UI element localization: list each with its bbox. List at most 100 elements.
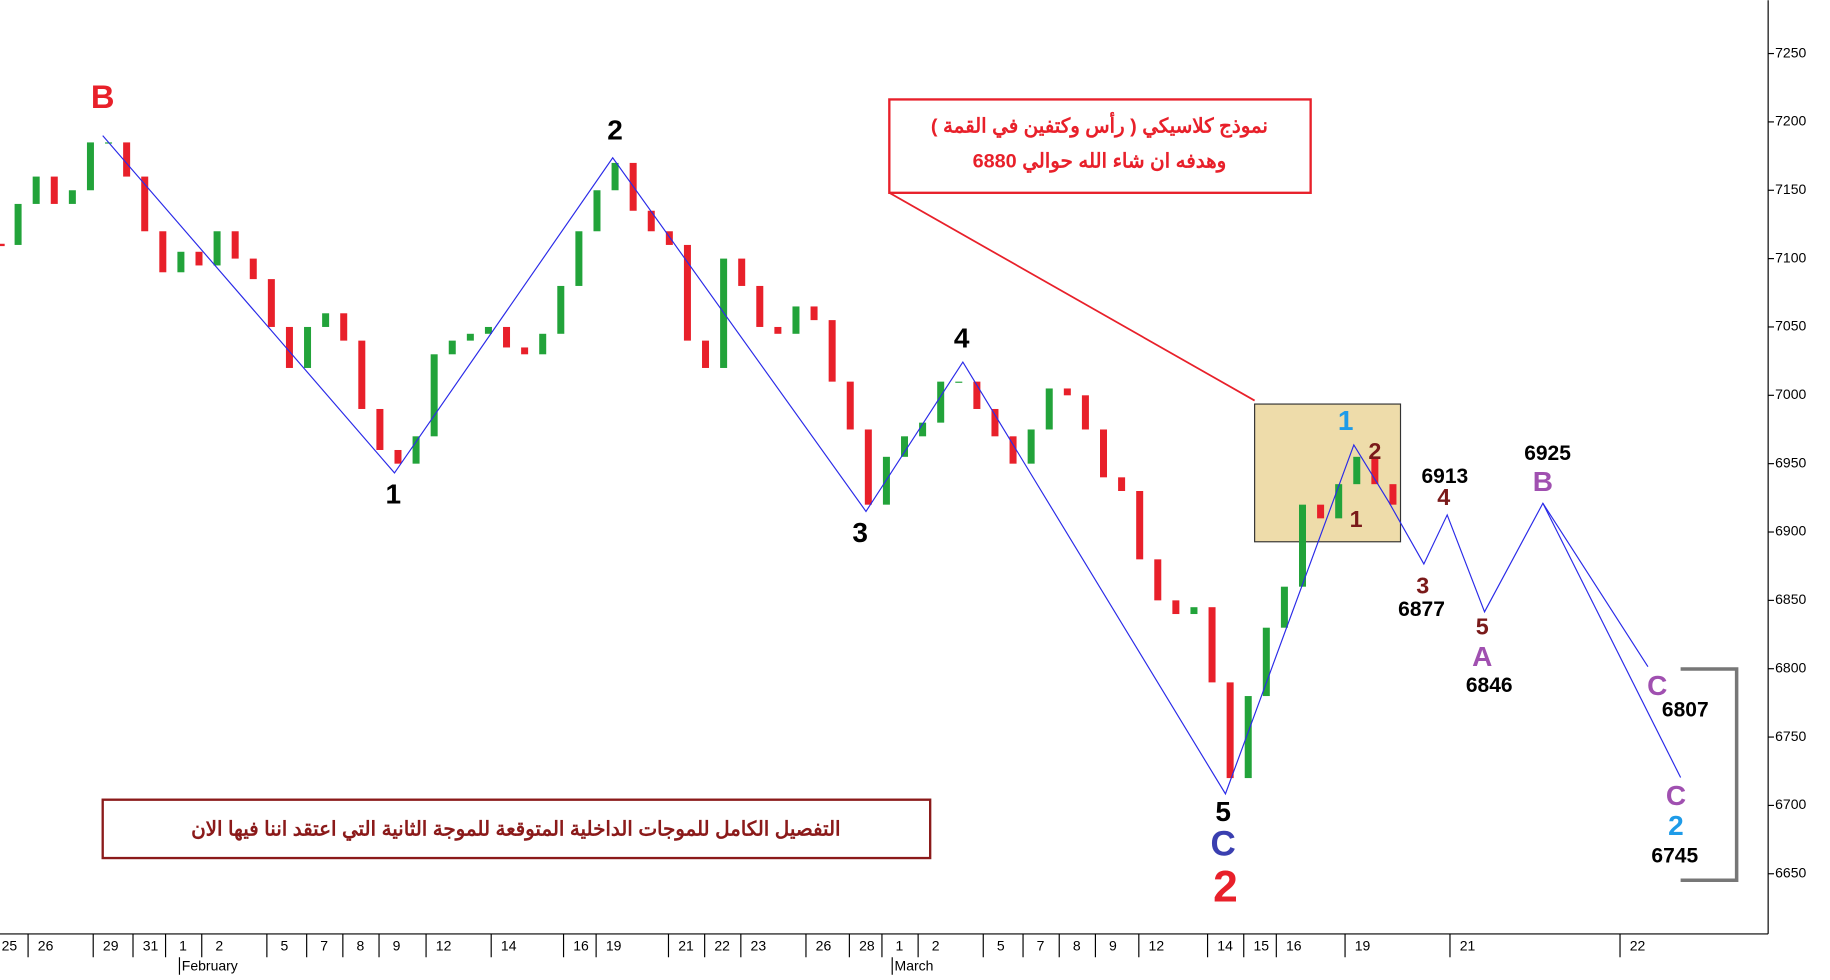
wave-label: 2: [607, 115, 623, 146]
wave-label: 3: [1416, 572, 1429, 598]
wave-line: [102, 135, 1649, 796]
x-tick-label: 2: [932, 937, 940, 953]
y-tick-label: 7100: [1775, 249, 1806, 265]
x-tick-label: 8: [356, 937, 364, 953]
wave-label: 6925: [1524, 442, 1571, 465]
x-tick-label: 14: [1217, 937, 1233, 953]
candle: [1389, 484, 1397, 505]
x-tick-label: 25: [2, 937, 18, 953]
candle: [304, 326, 312, 368]
wave-label: 1: [1350, 506, 1363, 532]
x-tick-label: 21: [1460, 937, 1476, 953]
x-tick-label: 2: [215, 937, 223, 953]
x-tick-label: 22: [1630, 937, 1646, 953]
x-tick-label: 5: [280, 937, 288, 953]
x-tick-label: 9: [393, 937, 401, 953]
x-tick-label: 21: [678, 937, 694, 953]
x-tick-label: 14: [501, 937, 517, 953]
x-tick-label: 23: [751, 937, 767, 953]
candle: [810, 306, 818, 321]
candle: [1136, 490, 1144, 560]
y-tick-label: 6950: [1775, 454, 1806, 470]
x-tick-label: 16: [1286, 937, 1302, 953]
candle: [86, 142, 94, 191]
wave-label: B: [1533, 466, 1553, 497]
candle: [1154, 559, 1162, 601]
candle: [665, 231, 673, 245]
candle: [557, 285, 565, 334]
candle: [213, 231, 221, 266]
note-line: نموذج كلاسيكي ( رأس وكتفين في القمة ): [931, 112, 1268, 139]
candle: [1063, 388, 1071, 396]
x-tick-label: 12: [436, 937, 452, 953]
candle: [14, 203, 22, 245]
candle: [1118, 477, 1126, 491]
candle: [738, 258, 746, 286]
candle: [1226, 682, 1234, 779]
candle: [846, 381, 854, 430]
x-tick-label: 22: [714, 937, 730, 953]
candle: [358, 340, 366, 409]
y-tick-label: 6700: [1775, 796, 1806, 812]
y-tick-label: 7200: [1775, 113, 1806, 129]
candle: [448, 340, 456, 355]
candle: [919, 422, 927, 437]
wave-label: 6913: [1422, 465, 1469, 488]
candle: [231, 231, 239, 259]
candle: [702, 340, 710, 368]
candle: [1298, 504, 1307, 587]
candle: [340, 313, 348, 341]
candle: [575, 231, 583, 286]
candle: [1244, 696, 1252, 779]
candle: [1027, 429, 1035, 464]
x-tick-label: 19: [1355, 937, 1371, 953]
candle: [756, 285, 764, 327]
bracket: [1680, 667, 1739, 882]
candle: [376, 408, 384, 450]
candle: [593, 190, 601, 232]
y-tick-label: 6850: [1775, 591, 1806, 607]
candle: [1100, 429, 1108, 478]
candle: [955, 381, 963, 383]
candle: [68, 190, 76, 204]
candle: [1335, 484, 1343, 519]
y-tick-label: 6900: [1775, 523, 1806, 539]
y-tick-label: 7050: [1775, 318, 1806, 334]
wave-label: 2: [1213, 862, 1238, 911]
candle: [774, 326, 782, 334]
candle: [285, 326, 293, 368]
candle: [32, 176, 40, 204]
y-tick-label: 7150: [1775, 181, 1806, 197]
candle: [466, 333, 474, 341]
candle: [430, 354, 438, 437]
candle: [267, 279, 275, 327]
bottom-note-box: [101, 798, 932, 860]
x-tick-label: 7: [1037, 937, 1045, 953]
candle: [828, 320, 836, 382]
candle: [1317, 504, 1325, 519]
wave-label: 3: [852, 517, 868, 548]
wave-label: 2: [1668, 810, 1684, 841]
x-tick-label: 8: [1073, 937, 1081, 953]
x-tick-label: 12: [1149, 937, 1165, 953]
wave-label: 6807: [1662, 699, 1709, 722]
candle: [683, 244, 691, 341]
candle: [177, 251, 185, 273]
candle: [412, 436, 420, 464]
candle: [1371, 456, 1379, 485]
candle: [521, 347, 529, 355]
wave-label: C: [1666, 780, 1686, 811]
candle: [647, 210, 655, 232]
x-tick-label: 26: [38, 937, 54, 953]
note-line: وهدفه ان شاء الله حوالي 6880: [973, 151, 1227, 174]
x-tick-label: 19: [606, 937, 622, 953]
x-tick-label: 16: [573, 937, 589, 953]
candle: [901, 436, 909, 457]
x-tick-label: 5: [997, 937, 1005, 953]
candle: [1172, 600, 1180, 615]
wave-label: B: [91, 78, 115, 115]
candle: [991, 408, 999, 437]
candle: [864, 429, 872, 505]
y-tick-label: 6650: [1775, 864, 1806, 880]
